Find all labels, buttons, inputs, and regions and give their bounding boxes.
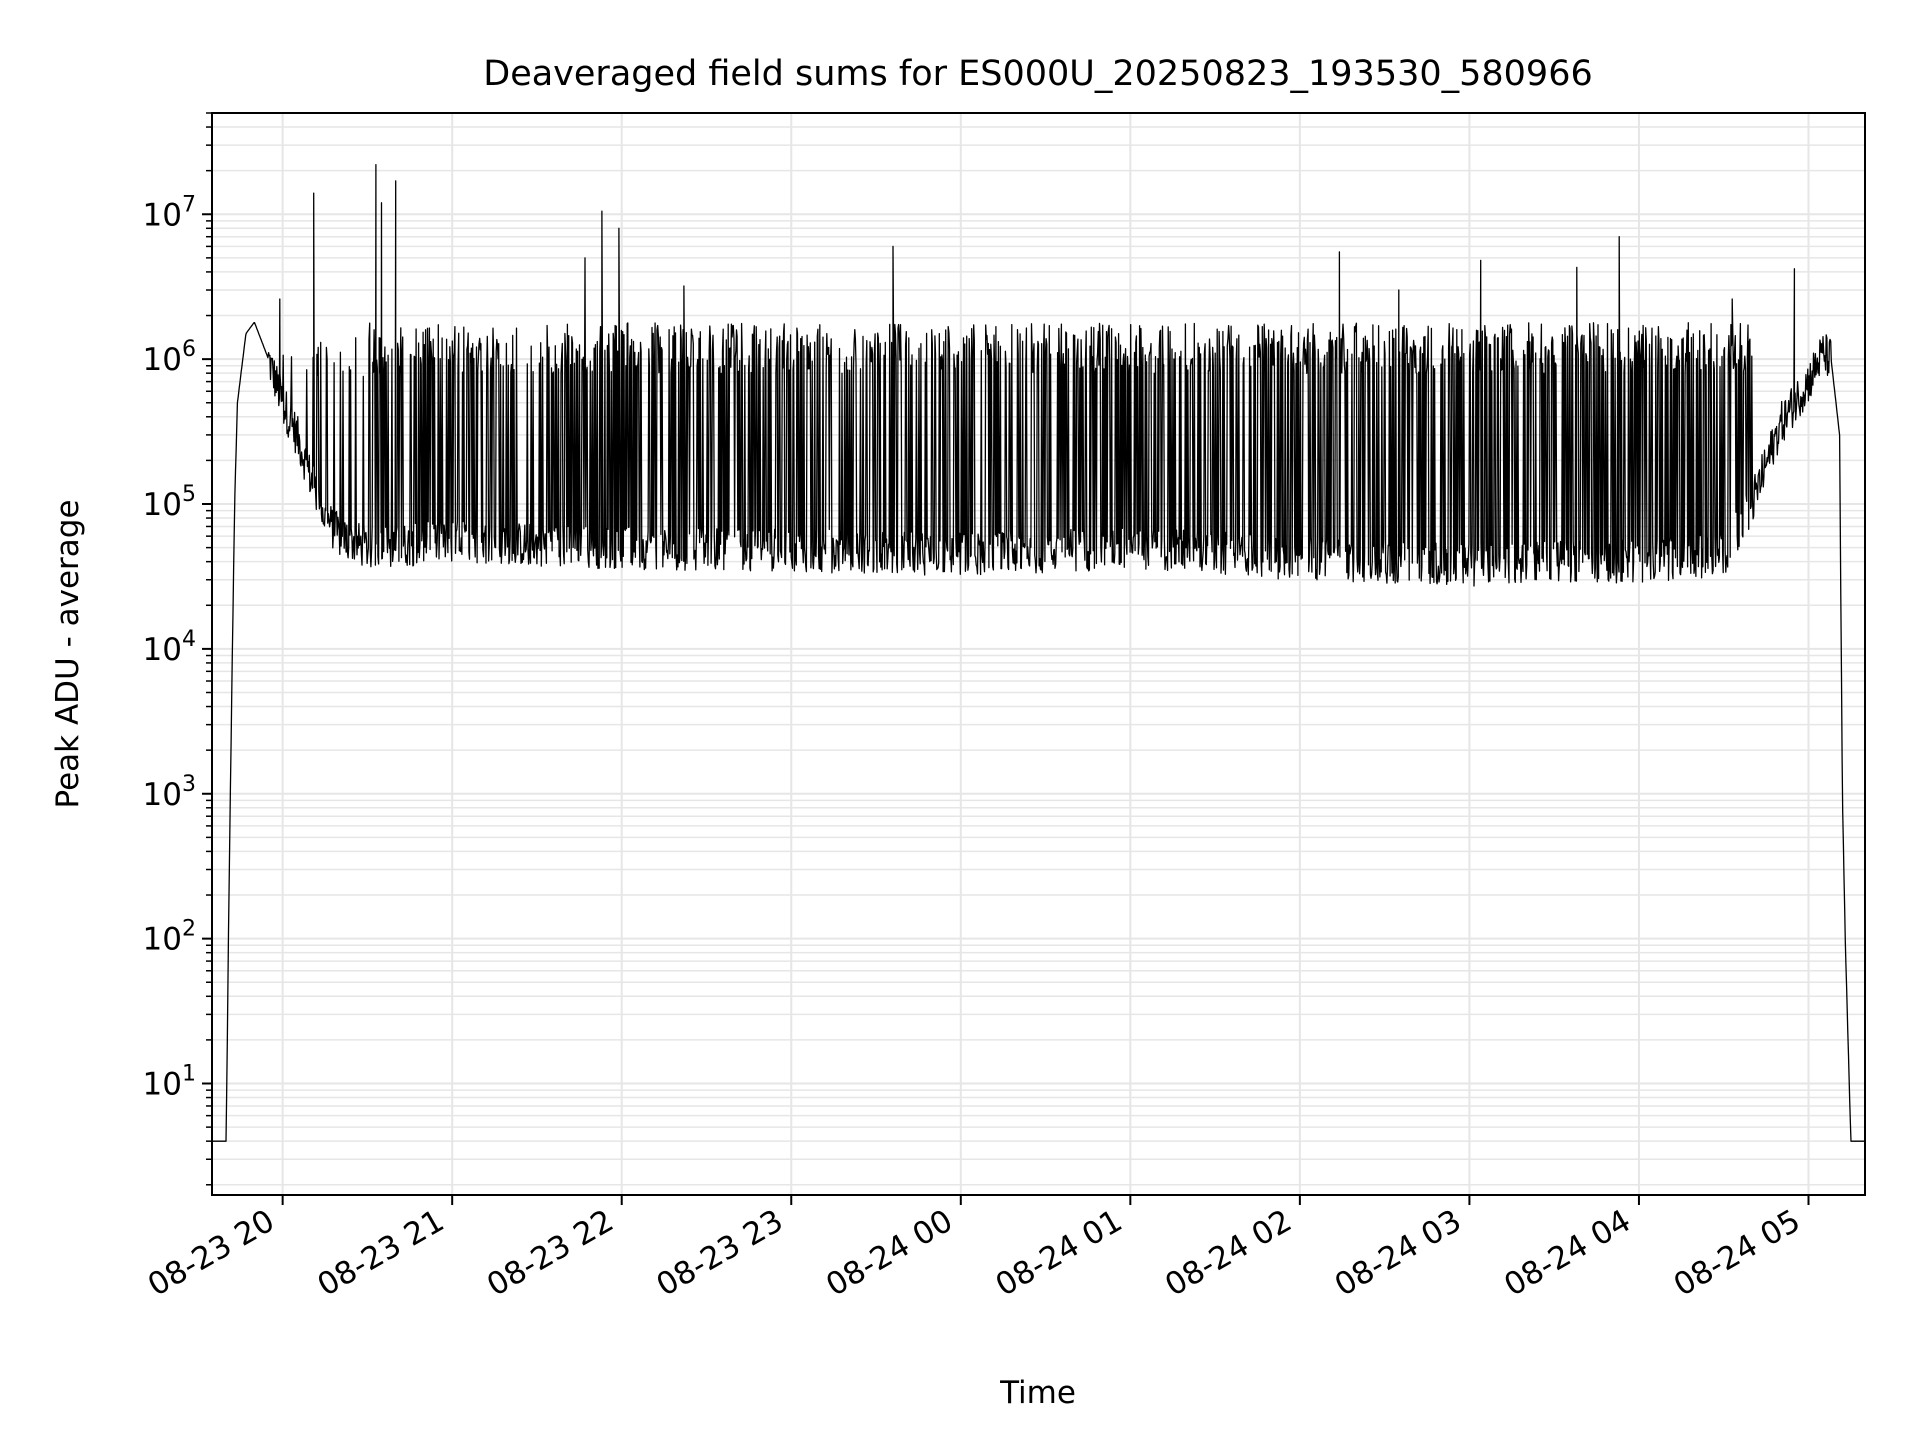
chart-title: Deaveraged field sums for ES000U_2025082… xyxy=(483,54,1593,94)
grid xyxy=(212,112,1865,1195)
y-axis-label: Peak ADU - average xyxy=(50,499,86,808)
y-tick-label: 101 xyxy=(143,1062,196,1103)
x-tick-label: 08-24 05 xyxy=(1668,1203,1807,1304)
x-tick-label: 08-24 04 xyxy=(1498,1203,1637,1304)
y-tick-label: 103 xyxy=(143,772,196,813)
y-tick-label: 105 xyxy=(143,482,196,523)
y-tick-label: 106 xyxy=(143,337,196,378)
x-axis-label: Time xyxy=(999,1375,1076,1411)
axes-frame xyxy=(211,112,1866,1196)
axis-ticks: 08-23 20 08-23 21 08-23 22 08-23 23 08-24 00… xyxy=(142,112,1810,1304)
y-tick-label: 104 xyxy=(143,627,196,668)
series-line xyxy=(211,164,1866,1142)
x-tick-label: 08-24 01 xyxy=(990,1203,1129,1304)
x-tick-label: 08-23 23 xyxy=(651,1203,790,1304)
y-tick-label: 107 xyxy=(143,192,196,233)
plot-area xyxy=(211,164,1866,1142)
x-tick-label: 08-24 00 xyxy=(820,1203,959,1304)
x-tick-label: 08-23 22 xyxy=(481,1203,620,1304)
x-tick-label: 08-23 20 xyxy=(142,1203,281,1304)
y-tick-label: 102 xyxy=(143,917,196,958)
x-tick-label: 08-23 21 xyxy=(311,1203,450,1304)
x-tick-label: 08-24 03 xyxy=(1329,1203,1468,1304)
x-tick-label: 08-24 02 xyxy=(1159,1203,1298,1304)
